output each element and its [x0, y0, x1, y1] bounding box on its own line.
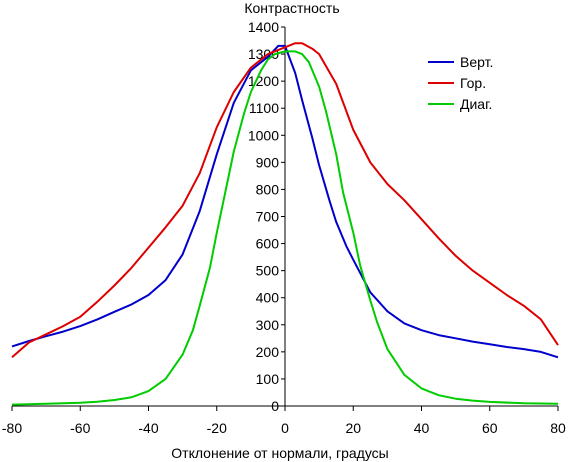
x-tick-label: 0: [281, 420, 289, 436]
y-axis: 0100200300400500600700800900100011001200…: [248, 19, 286, 414]
x-axis: -80 -60 -40 -20 0 20 40 60 80: [2, 405, 566, 436]
x-axis-label: Отклонение от нормали, градусы: [171, 445, 388, 461]
y-tick-label: 1400: [248, 19, 279, 35]
y-tick-label: 500: [256, 263, 280, 279]
x-tick-label: -60: [70, 420, 90, 436]
legend-label-гор: Гор.: [460, 75, 486, 91]
y-tick-label: 300: [256, 317, 280, 333]
x-tick-label: -20: [207, 420, 227, 436]
y-tick-label: 100: [256, 371, 280, 387]
y-tick-label: 700: [256, 209, 280, 225]
series-lines: [11, 42, 559, 406]
x-tick-label: 60: [482, 420, 498, 436]
x-tick-label: 80: [550, 420, 566, 436]
y-tick-label: 200: [256, 344, 280, 360]
legend-label-верт: Верт.: [460, 54, 493, 70]
legend: Верт. Гор. Диаг.: [428, 54, 493, 112]
x-tick-label: -80: [2, 420, 22, 436]
series-line-диаг: [11, 50, 559, 406]
x-tick-label: -40: [138, 420, 158, 436]
series-line-гор: [11, 42, 559, 359]
y-axis-label: Контрастность: [244, 0, 339, 16]
legend-label-диаг: Диаг.: [460, 96, 492, 112]
y-tick-label: 1000: [248, 127, 279, 143]
y-tick-label: 600: [256, 236, 280, 252]
series-line-верт: [11, 44, 559, 359]
x-tick-label: 20: [345, 420, 361, 436]
y-tick-label: 400: [256, 290, 280, 306]
y-tick-label: 800: [256, 181, 280, 197]
y-tick-label: 1200: [248, 73, 279, 89]
y-tick-label: 1100: [249, 100, 279, 116]
y-tick-label: 900: [256, 154, 280, 170]
y-tick-label: 1300: [248, 46, 279, 62]
x-tick-label: 40: [414, 420, 430, 436]
